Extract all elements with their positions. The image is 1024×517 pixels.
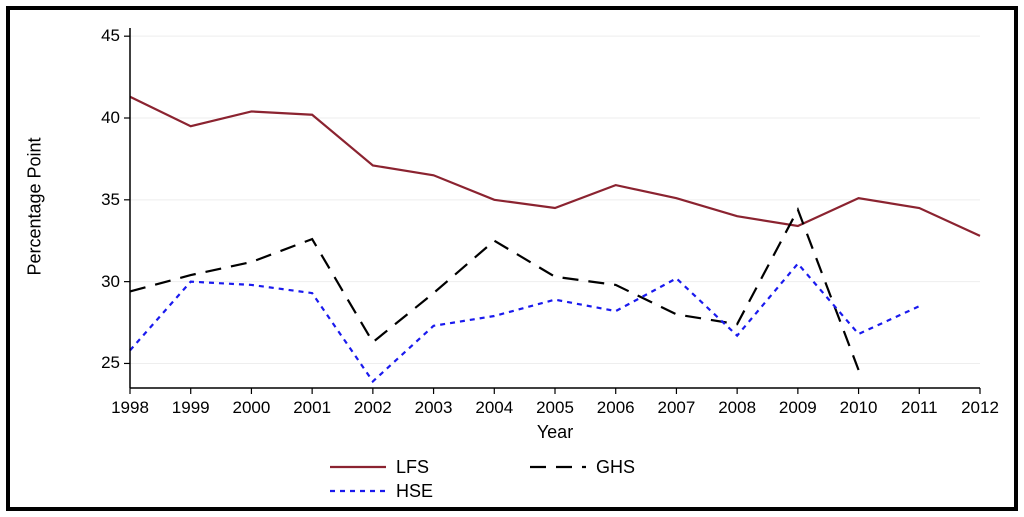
x-tick-label: 2001 (287, 398, 337, 418)
legend-swatch (530, 461, 586, 473)
y-axis-title: Percentage Point (25, 127, 46, 287)
legend-swatch (330, 461, 386, 473)
axes (130, 28, 981, 398)
x-tick-label: 2010 (834, 398, 884, 418)
x-tick-label: 2003 (409, 398, 459, 418)
x-tick-label: 2006 (591, 398, 641, 418)
x-tick-label: 2007 (651, 398, 701, 418)
legend-item-hse: HSE (330, 479, 433, 503)
x-tick-label: 2009 (773, 398, 823, 418)
legend-item-ghs: GHS (530, 455, 635, 479)
legend-item-lfs: LFS (330, 455, 429, 479)
x-tick-label: 2000 (226, 398, 276, 418)
y-tick-label: 40 (90, 108, 120, 128)
plot-area (130, 28, 980, 388)
x-tick-label: 1998 (105, 398, 155, 418)
x-tick-label: 2005 (530, 398, 580, 418)
x-tick-label: 2008 (712, 398, 762, 418)
x-tick-label: 2012 (955, 398, 1005, 418)
y-tick-label: 45 (90, 26, 120, 46)
y-tick-label: 35 (90, 190, 120, 210)
legend-label: HSE (396, 481, 433, 502)
x-tick-label: 2002 (348, 398, 398, 418)
legend-swatch (330, 485, 386, 497)
chart-frame: 25 30 35 40 45 1998 1999 2000 2001 2002 2003 2004 2… (6, 6, 1018, 511)
x-axis-title: Year (505, 422, 605, 443)
y-tick-label: 25 (90, 353, 120, 373)
x-tick-label: 2004 (469, 398, 519, 418)
legend-label: GHS (596, 457, 635, 478)
y-tick-label: 30 (90, 272, 120, 292)
legend-label: LFS (396, 457, 429, 478)
x-tick-label: 2011 (894, 398, 944, 418)
x-tick-label: 1999 (166, 398, 216, 418)
